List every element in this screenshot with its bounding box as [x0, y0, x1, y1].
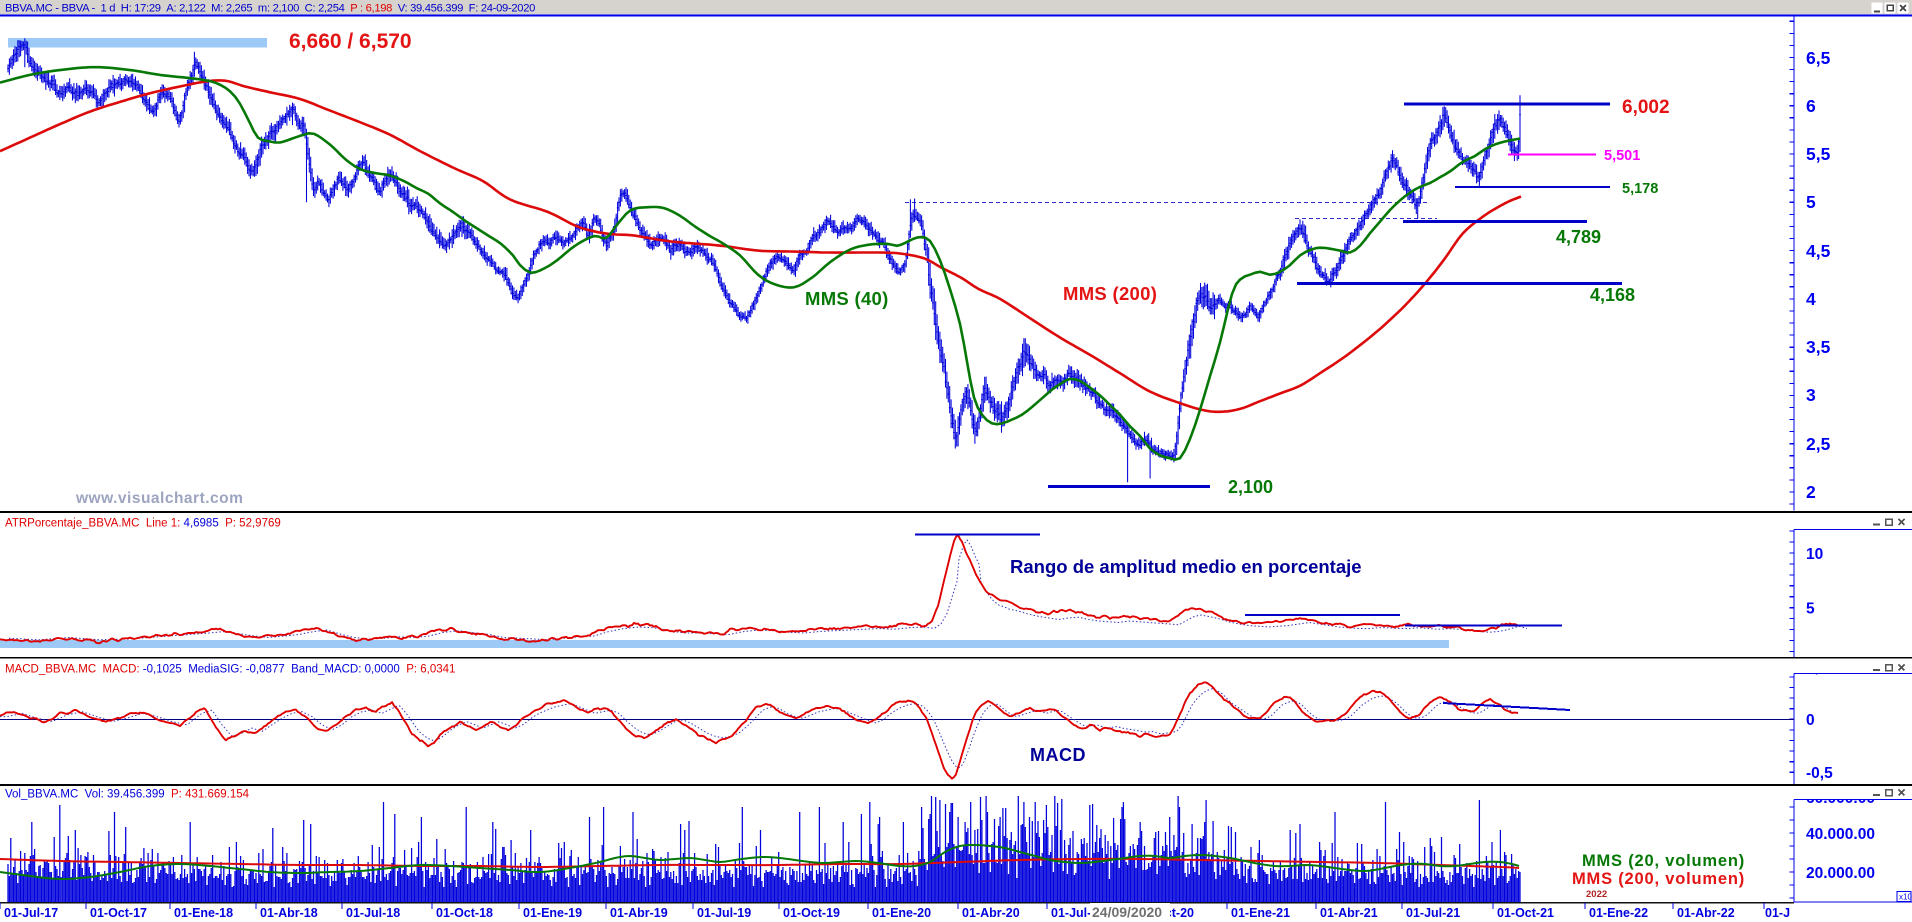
svg-text:01-Oct-17: 01-Oct-17 [90, 906, 147, 920]
svg-text:5,501: 5,501 [1604, 148, 1640, 164]
svg-text:01-Oct-19: 01-Oct-19 [783, 906, 840, 920]
svg-text:01-Abr-20: 01-Abr-20 [962, 906, 1020, 920]
svg-text:01-Abr-18: 01-Abr-18 [260, 906, 318, 920]
svg-text:5,5: 5,5 [1806, 144, 1831, 164]
svg-text:5: 5 [1806, 192, 1816, 212]
svg-text:6,660 / 6,570: 6,660 / 6,570 [289, 30, 412, 53]
svg-text:0,5: 0,5 [1806, 659, 1828, 676]
svg-text:www.visualchart.com: www.visualchart.com [75, 490, 243, 507]
svg-text:01-Jul-17: 01-Jul-17 [4, 906, 58, 920]
svg-text:4,5: 4,5 [1806, 241, 1831, 261]
svg-text:3,5: 3,5 [1806, 337, 1831, 357]
svg-text:10: 10 [1806, 546, 1823, 563]
svg-text:01-Jul-19: 01-Jul-19 [697, 906, 751, 920]
svg-text:3: 3 [1806, 385, 1816, 405]
svg-text:2,5: 2,5 [1806, 434, 1831, 454]
svg-text:5,178: 5,178 [1622, 181, 1658, 197]
svg-text:4: 4 [1806, 289, 1816, 309]
svg-text:6,5: 6,5 [1806, 48, 1831, 68]
svg-text:BBVA.MC - BBVA - 1 d H: 17:2: BBVA.MC - BBVA - 1 d H: 17:29 A: 2,122 M… [5, 3, 535, 15]
svg-text:4,789: 4,789 [1556, 227, 1601, 247]
svg-text:ATRPorcentaje_BBVA.MC Line 1:: ATRPorcentaje_BBVA.MC Line 1: 4,6985 P: … [5, 518, 281, 530]
svg-text:MMS (20, volumen): MMS (20, volumen) [1582, 852, 1745, 870]
svg-text:01-Oct-21: 01-Oct-21 [1497, 906, 1554, 920]
svg-text:0: 0 [1806, 655, 1815, 672]
svg-text:01-Ene-22: 01-Ene-22 [1589, 906, 1648, 920]
svg-text:40.000.00: 40.000.00 [1806, 826, 1875, 843]
svg-text:MMS (200): MMS (200) [1063, 283, 1157, 304]
svg-text:01-Ene-18: 01-Ene-18 [174, 906, 233, 920]
svg-text:2,100: 2,100 [1228, 477, 1273, 497]
svg-text:6: 6 [1806, 96, 1816, 116]
svg-text:01-Jul-22: 01-Jul-22 [1765, 906, 1819, 920]
svg-text:0: 0 [1806, 712, 1815, 729]
svg-text:60.000.00: 60.000.00 [1806, 790, 1875, 807]
svg-text:2022: 2022 [1586, 889, 1607, 900]
svg-text:20.000.00: 20.000.00 [1806, 865, 1875, 882]
svg-text:2: 2 [1806, 482, 1816, 502]
svg-text:x10: x10 [1899, 893, 1912, 902]
svg-text:01-Abr-21: 01-Abr-21 [1320, 906, 1378, 920]
svg-text:4,168: 4,168 [1590, 285, 1635, 305]
svg-text:01-Ene-19: 01-Ene-19 [523, 906, 582, 920]
svg-text:01-Jul-18: 01-Jul-18 [346, 906, 400, 920]
svg-text:01-Oct-18: 01-Oct-18 [436, 906, 493, 920]
svg-text:MMS (200, volumen): MMS (200, volumen) [1572, 870, 1745, 888]
svg-text:MACD_BBVA.MC MACD: -0,1025 M: MACD_BBVA.MC MACD: -0,1025 MediaSIG: -0,… [5, 664, 455, 676]
svg-text:Rango de amplitud medio en por: Rango de amplitud medio en porcentaje [1010, 556, 1362, 577]
svg-text:-0,5: -0,5 [1806, 765, 1833, 782]
svg-text:24/09/2020: 24/09/2020 [1092, 904, 1162, 920]
svg-text:MMS (40): MMS (40) [805, 288, 889, 309]
svg-text:Vol_BBVA.MC Vol: 39.456.399: Vol_BBVA.MC Vol: 39.456.399 P: 431.669.1… [5, 789, 250, 801]
svg-text:01-Abr-22: 01-Abr-22 [1677, 906, 1735, 920]
svg-text:01-Abr-19: 01-Abr-19 [610, 906, 668, 920]
svg-text:01-Ene-20: 01-Ene-20 [872, 906, 931, 920]
svg-text:01-Jul-21: 01-Jul-21 [1406, 906, 1460, 920]
svg-text:MACD: MACD [1030, 745, 1086, 765]
svg-text:5: 5 [1806, 601, 1815, 618]
svg-text:6,002: 6,002 [1622, 97, 1670, 118]
svg-text:01-Ene-21: 01-Ene-21 [1231, 906, 1290, 920]
